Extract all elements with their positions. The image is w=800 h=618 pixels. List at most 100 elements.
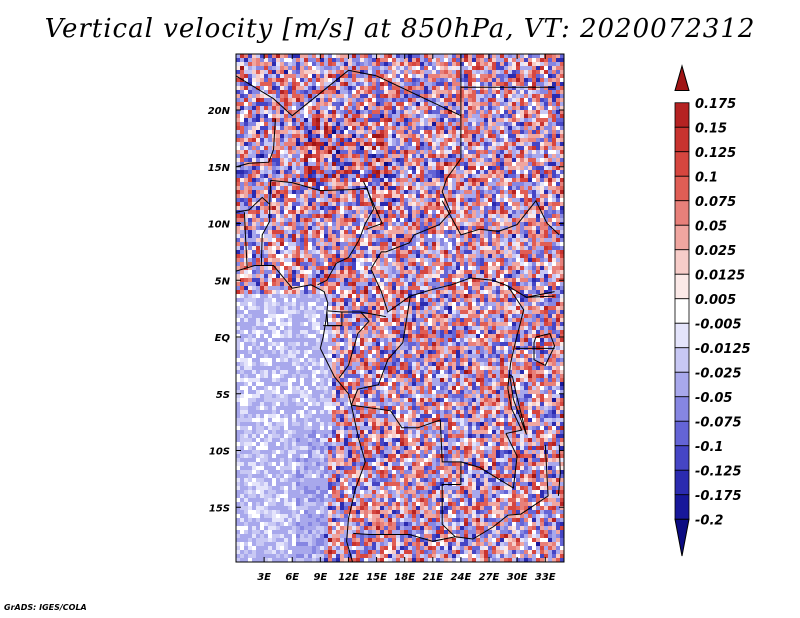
field-cell: [424, 150, 428, 154]
field-cell: [388, 254, 392, 258]
field-cell: [520, 102, 524, 106]
field-cell: [472, 150, 476, 154]
field-cell: [448, 94, 452, 98]
field-cell: [436, 198, 440, 202]
field-cell: [300, 194, 304, 198]
field-cell: [492, 138, 496, 142]
field-cell: [496, 86, 500, 90]
field-cell: [552, 282, 556, 286]
field-cell: [268, 250, 272, 254]
field-cell: [248, 210, 252, 214]
field-cell: [248, 186, 252, 190]
field-cell: [484, 58, 488, 62]
field-cell: [448, 250, 452, 254]
field-cell: [312, 250, 316, 254]
field-cell: [376, 74, 380, 78]
field-cell: [496, 150, 500, 154]
field-cell: [416, 58, 420, 62]
field-cell: [344, 118, 348, 122]
field-cell: [248, 282, 252, 286]
field-cell: [260, 110, 264, 114]
field-cell: [552, 210, 556, 214]
field-cell: [388, 230, 392, 234]
field-cell: [384, 230, 388, 234]
field-cell: [244, 126, 248, 130]
field-cell: [448, 162, 452, 166]
field-cell: [260, 178, 264, 182]
field-cell: [488, 234, 492, 238]
field-cell: [436, 102, 440, 106]
field-cell: [296, 122, 300, 126]
field-cell: [292, 90, 296, 94]
field-cell: [432, 230, 436, 234]
field-cell: [456, 282, 460, 286]
field-cell: [388, 58, 392, 62]
field-cell: [292, 282, 296, 286]
field-cell: [452, 266, 456, 270]
field-cell: [508, 66, 512, 70]
field-cell: [424, 202, 428, 206]
field-cell: [524, 282, 528, 286]
field-cell: [420, 262, 424, 266]
field-cell: [380, 286, 384, 290]
field-cell: [416, 90, 420, 94]
field-cell: [456, 106, 460, 110]
field-cell: [492, 162, 496, 166]
field-cell: [384, 114, 388, 118]
field-cell: [408, 78, 412, 82]
field-cell: [400, 194, 404, 198]
field-cell: [264, 106, 268, 110]
field-cell: [304, 194, 308, 198]
field-cell: [308, 222, 312, 226]
field-cell: [480, 194, 484, 198]
field-cell: [412, 246, 416, 250]
field-cell: [548, 86, 552, 90]
field-cell: [348, 258, 352, 262]
field-cell: [256, 166, 260, 170]
field-cell: [452, 294, 456, 298]
field-cell: [268, 62, 272, 66]
field-cell: [464, 234, 468, 238]
field-cell: [292, 54, 296, 58]
field-cell: [484, 250, 488, 254]
field-cell: [240, 278, 244, 282]
field-cell: [244, 262, 248, 266]
field-cell: [320, 286, 324, 290]
field-cell: [336, 202, 340, 206]
field-cell: [280, 66, 284, 70]
field-cell: [292, 86, 296, 90]
field-cell: [436, 134, 440, 138]
field-cell: [340, 238, 344, 242]
field-cell: [300, 286, 304, 290]
field-cell: [416, 218, 420, 222]
field-cell: [392, 250, 396, 254]
field-cell: [264, 274, 268, 278]
field-cell: [280, 194, 284, 198]
field-cell: [356, 190, 360, 194]
field-cell: [544, 114, 548, 118]
field-cell: [532, 194, 536, 198]
field-cell: [388, 242, 392, 246]
field-cell: [548, 206, 552, 210]
field-cell: [268, 246, 272, 250]
field-cell: [272, 262, 276, 266]
field-cell: [372, 198, 376, 202]
field-cell: [508, 58, 512, 62]
field-cell: [240, 174, 244, 178]
field-cell: [264, 170, 268, 174]
field-cell: [428, 142, 432, 146]
field-cell: [324, 142, 328, 146]
field-cell: [288, 250, 292, 254]
field-cell: [380, 102, 384, 106]
field-cell: [356, 98, 360, 102]
field-cell: [244, 54, 248, 58]
field-cell: [324, 290, 328, 294]
field-cell: [376, 138, 380, 142]
field-cell: [348, 158, 352, 162]
field-cell: [320, 226, 324, 230]
field-cell: [344, 198, 348, 202]
field-cell: [460, 178, 464, 182]
field-cell: [252, 258, 256, 262]
field-cell: [396, 54, 400, 58]
field-cell: [476, 54, 480, 58]
